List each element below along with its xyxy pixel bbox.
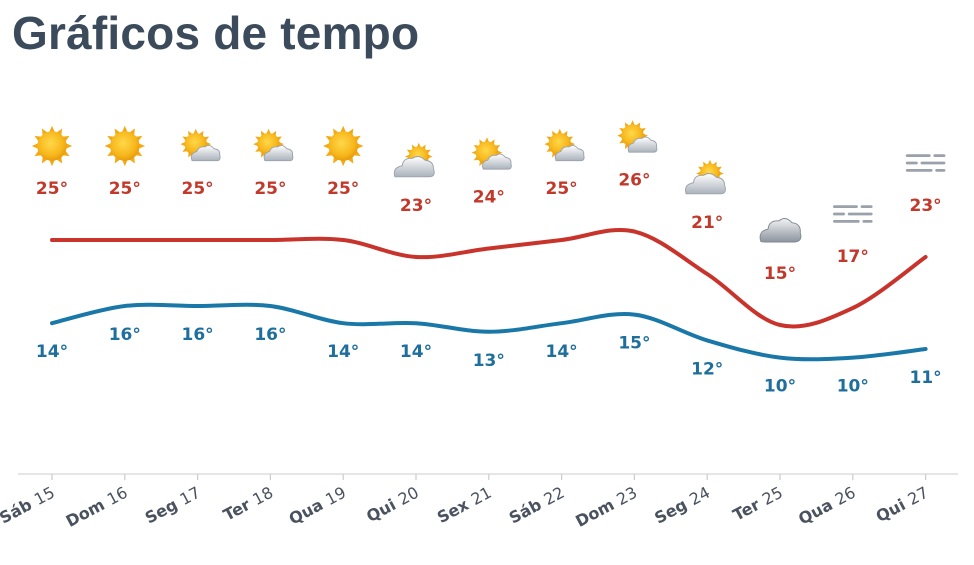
high-temperature-labels: 25° 25° 25° 25° 25° 23° 24° 25° 26° 21° 15° 17° 23° <box>36 171 942 285</box>
low-temp-label: 11° <box>910 368 942 388</box>
high-temp-label: 23° <box>400 196 432 216</box>
x-tick-label: Sex 21 <box>434 483 495 527</box>
fog-icon <box>905 154 946 172</box>
low-temp-label: 14° <box>36 342 68 362</box>
high-temp-label: 25° <box>327 179 359 199</box>
sun-cloud-icon <box>253 129 293 161</box>
x-tick-label: Dom 23 <box>572 483 640 531</box>
low-temp-label: 10° <box>764 377 796 397</box>
sun-icon <box>31 125 73 167</box>
high-temp-label: 15° <box>764 264 796 284</box>
sun-icon <box>104 125 146 167</box>
sun-cloud-icon <box>544 129 584 161</box>
x-tick-label: Qua 26 <box>795 483 858 529</box>
x-tick-label: Qua 19 <box>286 483 349 529</box>
low-temp-label: 15° <box>618 334 650 354</box>
high-temperature-line <box>50 227 928 329</box>
low-temp-label: 13° <box>473 351 505 371</box>
cloud-sun-icon <box>394 143 434 177</box>
low-temp-label: 16° <box>109 325 141 345</box>
x-tick-label: Seg 24 <box>651 483 713 528</box>
x-tick-label: Sáb 22 <box>506 483 568 528</box>
low-temp-label: 14° <box>546 342 578 362</box>
page-title: Gráficos de tempo <box>12 7 420 59</box>
high-temp-label: 23° <box>910 196 942 216</box>
low-temp-label: 16° <box>254 325 286 345</box>
x-tick-label: Dom 16 <box>63 483 131 531</box>
high-temp-label: 25° <box>109 179 141 199</box>
low-temp-label: 16° <box>182 325 214 345</box>
x-tick-label: Ter 25 <box>730 483 786 525</box>
low-temp-label: 10° <box>837 377 869 397</box>
sun-icon <box>322 125 364 167</box>
x-tick-label: Sáb 15 <box>0 483 58 528</box>
x-axis-ticks: Sáb 15 Dom 16 Seg 17 Ter 18 Qua 19 Qui 20 Sex … <box>0 474 931 531</box>
weather-icons <box>31 120 946 243</box>
x-tick-label: Seg 17 <box>142 483 204 528</box>
x-tick-label: Qui 20 <box>363 483 422 526</box>
high-temp-label: 25° <box>182 179 214 199</box>
sun-cloud-icon <box>180 129 220 161</box>
x-tick-label: Qui 27 <box>873 483 932 526</box>
cloud-icon <box>759 218 802 243</box>
high-temp-label: 25° <box>254 179 286 199</box>
low-temperature-line <box>50 302 928 362</box>
low-temp-label: 14° <box>327 342 359 362</box>
high-temp-label: 25° <box>36 179 68 199</box>
sun-cloud-icon <box>617 120 657 152</box>
low-temp-label: 14° <box>400 342 432 362</box>
sun-cloud-icon <box>472 137 512 169</box>
high-temp-label: 26° <box>618 171 650 191</box>
x-tick-label: Ter 18 <box>220 483 276 525</box>
high-temp-label: 24° <box>473 188 505 208</box>
high-temp-label: 17° <box>837 247 869 267</box>
fog-icon <box>833 205 873 223</box>
low-temperature-labels: 14° 16° 16° 16° 14° 14° 13° 14° 15° 12° 10° 10° 11° <box>36 325 942 397</box>
cloud-sun-icon <box>685 160 725 194</box>
low-temp-label: 12° <box>691 359 723 379</box>
high-temp-label: 21° <box>691 213 723 233</box>
high-temp-label: 25° <box>546 179 578 199</box>
